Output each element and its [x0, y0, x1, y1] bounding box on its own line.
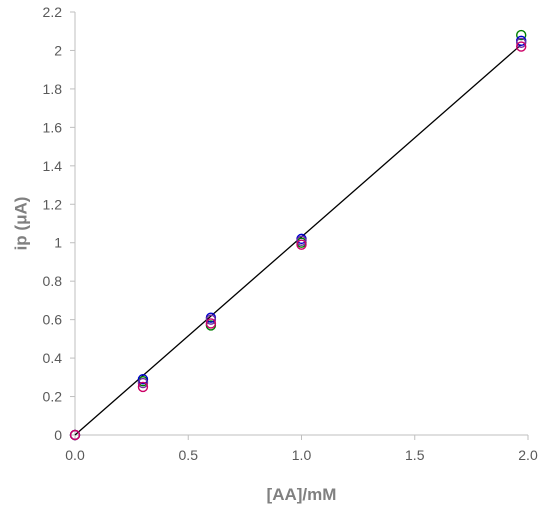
- data-point: [516, 29, 527, 41]
- x-tick-label: 2.0: [518, 447, 538, 463]
- x-tick-label: 0.0: [65, 447, 85, 463]
- y-tick-label: 0.4: [43, 350, 63, 366]
- axes: [70, 11, 529, 440]
- y-axis-title: ip (μA): [12, 197, 31, 251]
- x-tick-label: 1.5: [405, 447, 425, 463]
- data-point: [296, 239, 307, 250]
- data-point: [516, 37, 527, 48]
- data-point: [205, 318, 217, 329]
- y-tick-label: 1.2: [43, 196, 63, 212]
- y-tick-label: 2.2: [43, 4, 63, 20]
- data-point: [137, 381, 149, 393]
- data-point: [205, 314, 217, 325]
- data-point: [69, 429, 81, 441]
- data-point: [137, 374, 149, 385]
- tick-labels: 0.0 0.5 1.0 1.5 2.0 0 0.2 0.4 0.6 0.8 1 1.2 1.4 1.6 1.…: [43, 4, 538, 463]
- x-tick-label: 0.5: [179, 447, 199, 463]
- y-tick-label: 1.6: [43, 119, 63, 135]
- x-axis-title: [AA]/mM: [267, 485, 337, 504]
- y-tick-label: 2: [54, 42, 62, 58]
- data-point: [516, 41, 527, 52]
- data-point: [296, 235, 307, 247]
- y-tick-label: 0.6: [43, 312, 63, 328]
- y-tick-label: 1.8: [43, 81, 63, 97]
- y-tick-label: 0.2: [43, 389, 63, 405]
- data-points: [69, 29, 527, 441]
- y-tick-label: 0.8: [43, 273, 63, 289]
- x-tick-label: 1.0: [292, 447, 312, 463]
- y-tick-label: 1.4: [43, 158, 63, 174]
- data-point: [137, 377, 149, 389]
- y-tick-label: 0: [54, 427, 62, 443]
- y-tick-label: 1: [54, 235, 62, 251]
